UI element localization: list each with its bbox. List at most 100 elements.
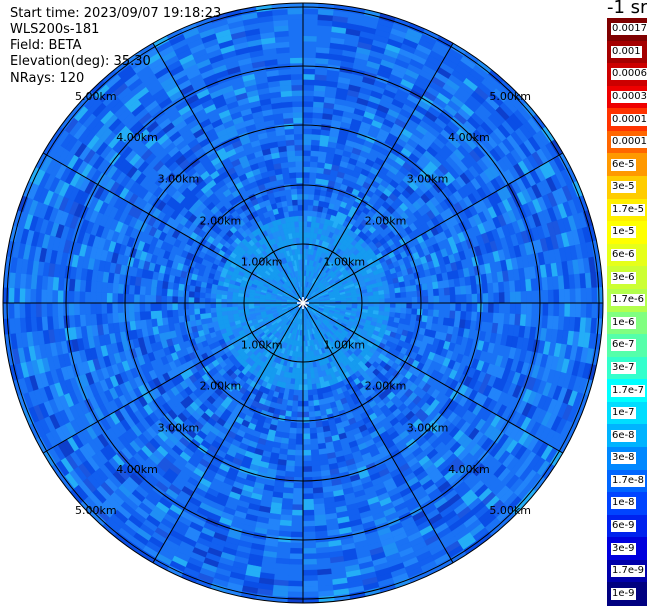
radar-cell — [388, 288, 396, 295]
radar-cell — [297, 389, 304, 396]
radar-cell — [296, 411, 304, 418]
radar-cell — [204, 292, 212, 299]
radar-cell — [302, 122, 313, 129]
radar-cell — [493, 302, 500, 314]
radar-cell — [155, 302, 162, 311]
radar-cell — [302, 575, 318, 582]
radar-cell — [313, 498, 325, 505]
radar-cell — [35, 302, 42, 318]
radar-cell — [389, 302, 396, 309]
radar-cell — [302, 226, 308, 233]
radar-cell — [296, 422, 304, 429]
radar-cell — [302, 417, 310, 424]
radar-cell — [389, 297, 396, 304]
radar-cell — [405, 308, 413, 315]
radar-cell — [305, 351, 309, 358]
radar-cell — [311, 128, 322, 136]
radar-cell — [182, 308, 190, 316]
radar-cell — [286, 449, 296, 456]
radar-cell — [309, 161, 319, 168]
radar-cell — [307, 384, 313, 391]
radar-cell — [194, 313, 201, 321]
radar-cell — [111, 302, 119, 314]
radar-cell — [289, 547, 304, 555]
radar-cell — [302, 90, 315, 97]
radar-cell — [362, 295, 369, 301]
radar-cell — [438, 287, 445, 297]
radar-cell — [302, 46, 317, 53]
radar-cell — [3, 287, 10, 304]
radar-cell — [292, 394, 299, 402]
radar-cell — [204, 307, 212, 314]
radar-cell — [106, 312, 114, 324]
radar-cell — [309, 422, 317, 429]
radar-cell — [492, 312, 500, 324]
radar-cell — [308, 411, 316, 418]
radar-cell — [302, 24, 318, 31]
radar-cell — [455, 302, 462, 312]
radar-cell — [310, 144, 320, 152]
radar-cell — [297, 400, 304, 407]
radar-cell — [106, 302, 113, 314]
radar-cell — [585, 287, 593, 304]
radar-cell — [428, 302, 435, 311]
radar-cell — [302, 231, 307, 238]
radar-cell — [378, 294, 385, 300]
radar-cell — [287, 596, 304, 603]
radar-cell — [373, 298, 380, 304]
radar-cell — [193, 302, 200, 309]
radar-cell — [580, 287, 587, 304]
radar-cell — [379, 302, 386, 308]
radar-cell — [117, 293, 124, 304]
radar-cell — [302, 471, 313, 478]
radar-cell — [295, 438, 304, 446]
radar-cell — [288, 575, 304, 582]
radar-cell — [302, 460, 312, 467]
radar-cell — [293, 389, 299, 396]
radar-cell — [466, 302, 473, 313]
radar-cell — [302, 3, 319, 10]
radar-cell — [306, 373, 312, 380]
radar-cell — [182, 302, 189, 310]
radar-cell — [438, 309, 445, 319]
radar-cell — [411, 302, 418, 310]
radar-cell — [553, 289, 560, 304]
radar-cell — [101, 281, 108, 293]
radar-cell — [281, 498, 293, 505]
radar-cell — [292, 493, 304, 500]
radar-cell — [498, 313, 505, 325]
radar-data-cells — [3, 3, 603, 603]
radar-cell — [498, 302, 506, 314]
radar-cell — [384, 298, 391, 304]
radar-cell — [302, 493, 314, 500]
radar-cell — [367, 295, 375, 300]
radar-cell — [302, 100, 314, 108]
radar-cell — [193, 308, 201, 315]
radar-cell — [477, 293, 484, 304]
radar-cell — [302, 406, 309, 413]
radar-cell — [312, 481, 323, 489]
radar-cell — [68, 290, 75, 304]
radar-cell — [193, 297, 200, 304]
radar-cell — [558, 289, 566, 304]
radar-cell — [291, 405, 298, 413]
radar-cell — [150, 294, 157, 304]
radar-cell — [171, 295, 178, 304]
radar-cell — [302, 515, 315, 522]
radar-cell — [302, 210, 309, 217]
radar-cell — [362, 302, 369, 307]
radar-cell — [302, 482, 313, 489]
radar-cell — [290, 411, 298, 418]
radar-cell — [487, 282, 494, 294]
radar-cell — [433, 295, 440, 304]
radar-cell — [188, 296, 195, 304]
radar-cell — [311, 139, 321, 146]
radar-cell — [373, 294, 380, 300]
radar-cell — [128, 311, 136, 322]
radar-cell — [400, 302, 407, 309]
radar-cell — [79, 291, 86, 304]
radar-cell — [8, 302, 15, 319]
radar-cell — [302, 433, 311, 440]
radar-cell — [302, 128, 313, 135]
radar-cell — [302, 466, 313, 473]
